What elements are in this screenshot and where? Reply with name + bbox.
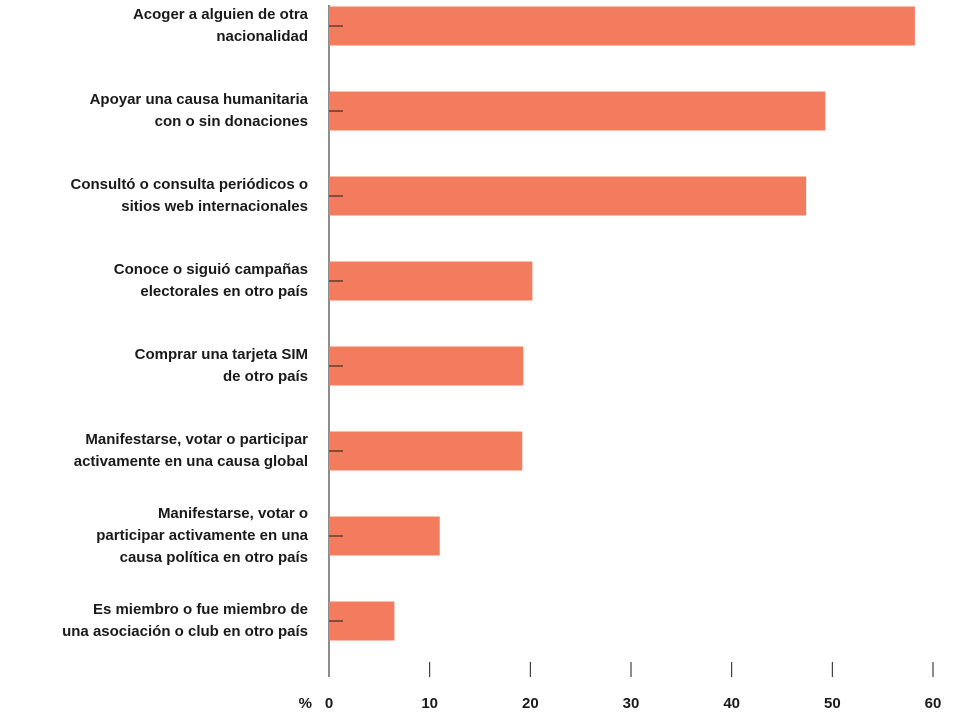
x-axis-label: %	[299, 695, 312, 712]
y-tick-label: Consultó o consulta periódicos o	[70, 176, 308, 193]
y-tick-label: una asociación o club en otro país	[62, 623, 308, 640]
y-tick-label: electorales en otro país	[140, 283, 308, 300]
bar	[329, 516, 440, 556]
y-tick-label: Es miembro o fue miembro de	[93, 601, 308, 618]
x-tick-label: 30	[623, 695, 640, 712]
y-tick-label: causa política en otro país	[120, 549, 308, 566]
bar	[329, 6, 915, 46]
y-tick-label: Acoger a alguien de otra	[133, 6, 309, 23]
x-tick-label: 10	[421, 695, 438, 712]
y-tick-label: nacionalidad	[216, 28, 308, 45]
x-tick-label: 50	[824, 695, 841, 712]
y-tick-label: Manifestarse, votar o	[158, 505, 308, 522]
x-tick-label: 20	[522, 695, 539, 712]
y-tick-label: con o sin donaciones	[155, 113, 308, 130]
bar	[329, 176, 807, 216]
y-tick-label: de otro país	[223, 368, 308, 385]
y-tick-label: activamente en una causa global	[74, 453, 308, 470]
bar	[329, 261, 533, 301]
y-tick-label: Apoyar una causa humanitaria	[90, 91, 309, 108]
bar	[329, 91, 826, 131]
y-tick-label: sitios web internacionales	[121, 198, 308, 215]
y-tick-label: Comprar una tarjeta SIM	[135, 346, 308, 363]
y-tick-label: Conoce o siguió campañas	[114, 261, 308, 278]
x-tick-label: 60	[925, 695, 942, 712]
x-tick-label: 0	[325, 695, 333, 712]
y-tick-label: participar activamente en una	[96, 527, 308, 544]
bar	[329, 346, 524, 386]
x-tick-label: 40	[723, 695, 740, 712]
bar	[329, 431, 523, 471]
y-tick-label: Manifestarse, votar o participar	[85, 431, 308, 448]
